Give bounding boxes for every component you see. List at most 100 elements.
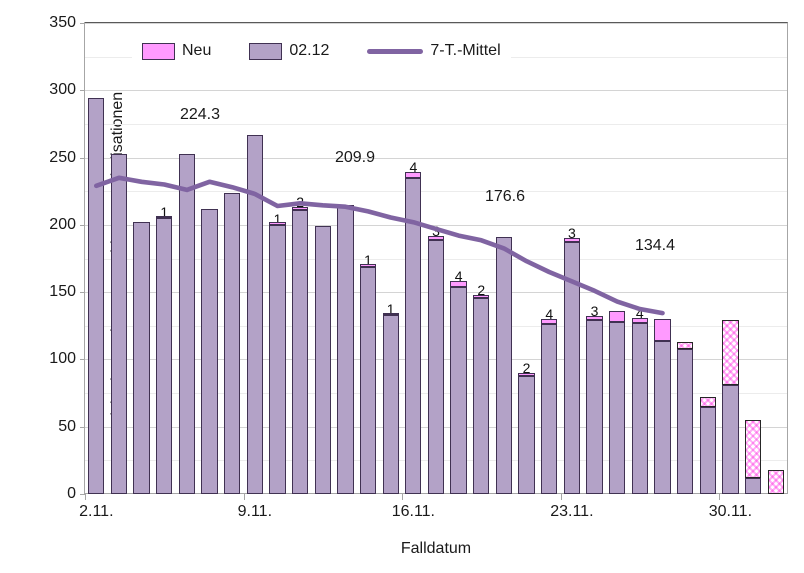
y-tick-label: 350 — [49, 14, 76, 31]
bar-4.11. — [133, 222, 150, 494]
bar-neu-segment — [427, 235, 445, 240]
bar-neu-label: 3 — [567, 225, 576, 242]
bar-19.11. — [473, 294, 490, 494]
bar-base-segment — [450, 286, 467, 494]
bar-base-segment — [541, 324, 558, 494]
bar-base-segment — [427, 239, 445, 494]
bar-base-segment — [654, 340, 671, 494]
bar-neu-segment — [654, 319, 671, 341]
bar-base-segment — [224, 192, 241, 494]
legend-item-neu: Neu — [142, 42, 211, 60]
x-tick-mark — [85, 494, 86, 500]
bar-neu-label: 4 — [545, 306, 554, 323]
bar-base-segment — [744, 477, 762, 494]
bar-22.11. — [541, 319, 558, 494]
bar-21.11. — [518, 372, 535, 494]
y-tick-mark — [80, 224, 85, 226]
y-tick-mark — [80, 90, 85, 92]
bar-base-segment — [359, 266, 377, 494]
bar-14.11. — [359, 264, 377, 494]
bar-neu-label: 4 — [454, 268, 463, 285]
minor-gridline — [85, 191, 787, 193]
y-tick-mark — [80, 359, 85, 361]
bar-neu-segment — [609, 310, 626, 322]
bar-neu-label: 1 — [160, 203, 169, 220]
legend-item-7t-mittel: 7-T.-Mittel — [367, 42, 501, 60]
legend-label: 7-T.-Mittel — [430, 42, 501, 59]
seven-day-mean-line — [94, 175, 665, 316]
bar-23.11. — [563, 238, 580, 494]
bar-neu-label: 2 — [477, 281, 486, 298]
bar-neu-segment — [563, 238, 580, 243]
bar-neu-segment — [269, 222, 286, 225]
bar-26.11. — [631, 317, 648, 494]
x-tick-mark — [560, 494, 562, 500]
y-tick-mark — [80, 157, 85, 159]
bar-30.11. — [722, 320, 739, 494]
x-axis-title: Falldatum — [400, 540, 472, 557]
bar-neu-segment — [699, 397, 716, 407]
bar-base-segment — [722, 385, 739, 494]
bar-neu-label: 4 — [409, 159, 418, 176]
minor-gridline — [85, 123, 787, 125]
bar-base-segment — [609, 321, 626, 494]
bar-base-segment — [269, 224, 286, 494]
bar-base-segment — [405, 177, 422, 494]
bar-27.11. — [654, 319, 671, 494]
y-tick-label: 0 — [67, 485, 76, 502]
x-tick-mark — [719, 494, 721, 500]
bar-20.11. — [495, 236, 513, 494]
bar-neu-label: 4 — [635, 304, 644, 321]
bar-25.11. — [609, 310, 626, 494]
legend-item-0212: 02.12 — [249, 42, 329, 60]
bar-neu-segment — [291, 207, 309, 211]
bar-5.11. — [156, 215, 173, 494]
y-tick-label: 50 — [58, 417, 76, 435]
bar-neu-segment — [518, 372, 535, 376]
x-tick-label: 16.11. — [391, 503, 435, 520]
bar-10.11. — [269, 222, 286, 494]
bar-28.11. — [676, 341, 694, 494]
bar-12.11. — [314, 226, 331, 494]
bar-base-segment — [201, 208, 218, 494]
y-axis-line — [84, 22, 85, 494]
bar-neu-segment — [631, 317, 648, 324]
bar-neu-segment — [359, 264, 377, 267]
seven-day-mean-line-layer — [94, 175, 665, 316]
bar-11.11. — [291, 207, 309, 494]
bar-base-segment — [518, 375, 535, 494]
bar-neu-label: 1 — [386, 300, 395, 317]
bar-neu-label: 1 — [364, 252, 372, 269]
x-tick-label: 23.11. — [550, 503, 594, 520]
y-tick-label: 200 — [49, 215, 76, 233]
mean-value-annotation: 224.3 — [179, 106, 221, 123]
mean-value-annotation: 176.6 — [484, 188, 526, 205]
bar-base-segment — [246, 134, 263, 494]
y-tick-mark — [80, 292, 85, 294]
x-tick-label: 30.11. — [708, 503, 753, 520]
bar-neu-label: 2 — [522, 359, 531, 376]
legend-label: Neu — [182, 42, 212, 59]
bar-base-segment — [314, 226, 331, 494]
bar-3.11. — [110, 153, 128, 494]
bar-2.12. — [767, 469, 784, 494]
bar-29.11. — [699, 397, 716, 494]
bar-base-segment — [291, 210, 309, 494]
bar-6.11. — [178, 153, 196, 494]
bar-neu-segment — [722, 320, 739, 385]
mean-value-annotation: 134.4 — [634, 237, 676, 254]
major-gridline — [85, 224, 787, 226]
bar-base-segment — [178, 153, 196, 494]
x-tick-mark — [402, 494, 404, 500]
bar-17.11. — [427, 235, 445, 494]
bar-neu-segment — [744, 420, 762, 478]
bar-2.11. — [88, 98, 105, 494]
major-gridline — [85, 157, 787, 159]
bar-7.11. — [201, 208, 218, 494]
bar-base-segment — [586, 320, 603, 494]
bar-neu-segment — [450, 281, 467, 287]
bar-base-segment — [382, 315, 399, 494]
bar-neu-segment — [156, 215, 173, 219]
bar-neu-segment — [676, 341, 694, 349]
bar-neu-label: 1 — [273, 210, 282, 227]
